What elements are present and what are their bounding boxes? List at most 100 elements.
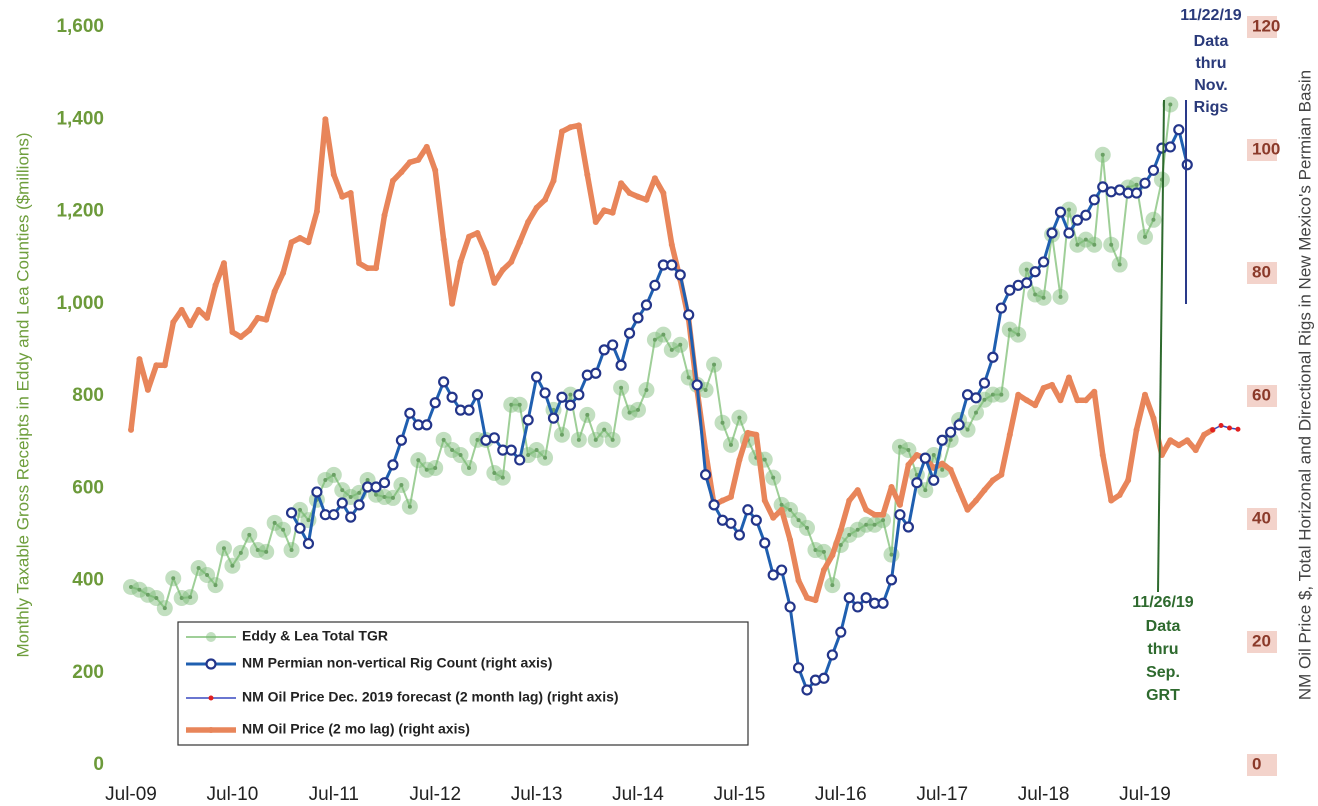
y2-tick-label: 120: [1252, 16, 1280, 35]
data-point-center: [661, 332, 666, 337]
data-point: [956, 487, 963, 494]
data-point: [643, 196, 650, 203]
data-point: [981, 487, 988, 494]
data-point-center: [467, 465, 471, 470]
data-point: [699, 469, 712, 481]
data-point: [911, 477, 923, 489]
data-point: [871, 511, 878, 518]
data-point-center: [720, 420, 725, 425]
data-point: [336, 497, 348, 509]
data-point-center: [1075, 242, 1080, 247]
data-point-center: [458, 453, 463, 458]
data-point: [804, 594, 810, 601]
data-point: [556, 391, 568, 403]
data-point: [708, 499, 720, 511]
data-point: [947, 466, 954, 473]
data-point: [285, 507, 298, 519]
data-point: [1097, 181, 1109, 193]
y2-axis-label: NM Oil Price $, Total Horizonal and Dire…: [1295, 70, 1314, 700]
data-point-center: [1024, 267, 1029, 272]
y-axis-label: Monthly Taxable Gross Receipts in Eddy a…: [13, 132, 32, 657]
data-point: [744, 429, 751, 436]
data-point: [683, 309, 695, 321]
data-point-center: [1033, 292, 1038, 297]
data-point: [330, 171, 337, 178]
data-point: [846, 497, 853, 504]
data-point: [1147, 164, 1160, 176]
data-point-center: [940, 467, 945, 472]
data-point-center: [1151, 217, 1156, 222]
y-tick-label: 1,400: [56, 108, 104, 129]
data-point-center: [923, 488, 928, 493]
data-point: [584, 171, 591, 178]
data-point: [727, 493, 734, 500]
data-point: [499, 266, 506, 273]
data-point: [311, 486, 323, 498]
y-tick-label: 400: [72, 570, 104, 591]
x-tick-label: Jul-19: [1119, 784, 1171, 805]
data-point: [674, 269, 686, 281]
x-tick-label: Jul-09: [105, 784, 157, 805]
legend-label: NM Oil Price (2 mo lag) (right axis): [242, 721, 470, 737]
data-point: [378, 477, 391, 489]
data-point-center: [627, 410, 632, 415]
data-point: [913, 452, 920, 459]
data-point-center: [855, 527, 860, 532]
data-point: [1139, 177, 1151, 189]
data-point-center: [154, 596, 159, 601]
data-point: [488, 432, 500, 444]
data-point-center: [669, 347, 674, 352]
data-point-center: [433, 465, 438, 470]
data-point: [254, 314, 261, 321]
data-point-center: [1168, 102, 1173, 107]
data-point-center: [1016, 332, 1021, 337]
data-point-center: [492, 471, 497, 476]
data-point: [778, 506, 785, 513]
data-point: [863, 506, 870, 513]
data-point-center: [272, 520, 277, 525]
data-point-center: [171, 576, 176, 581]
data-point: [1021, 277, 1033, 289]
data-point-center: [881, 518, 886, 523]
data-point-center: [982, 397, 987, 402]
data-point: [423, 143, 430, 150]
data-point: [753, 431, 760, 438]
data-point: [271, 288, 278, 295]
data-point: [389, 177, 396, 184]
data-point: [1164, 141, 1176, 153]
x-tick-label: Jul-15: [714, 784, 766, 805]
data-point: [880, 511, 887, 518]
data-point: [1108, 497, 1115, 504]
data-point: [297, 234, 303, 241]
data-point: [1125, 477, 1132, 484]
x-tick-label: Jul-10: [207, 784, 259, 805]
data-point-center: [331, 472, 336, 477]
data-point: [533, 204, 540, 211]
data-point: [795, 577, 802, 584]
data-point: [302, 537, 315, 550]
data-point: [328, 509, 340, 521]
annotation: Data: [1146, 618, 1181, 635]
data-point-center: [771, 475, 776, 480]
data-point: [463, 404, 475, 416]
data-point-center: [821, 549, 826, 554]
data-point-center: [221, 546, 226, 551]
data-point-center: [450, 447, 455, 452]
data-point: [919, 452, 931, 464]
data-point: [204, 314, 211, 321]
data-point: [609, 209, 616, 216]
data-point-center: [162, 606, 167, 611]
y2-tick-bg: [1247, 16, 1277, 38]
data-point-center: [1117, 262, 1122, 267]
data-point: [1218, 423, 1224, 429]
data-point: [322, 116, 329, 123]
data-point: [1150, 415, 1157, 422]
series-line: [130, 104, 1172, 610]
series-line: [1212, 424, 1239, 431]
annotation: Data: [1194, 33, 1229, 50]
data-point-center: [289, 548, 294, 553]
data-point: [1057, 397, 1064, 404]
legend-marker: [206, 632, 216, 642]
data-point-center: [652, 337, 657, 342]
data-point: [1091, 388, 1098, 395]
